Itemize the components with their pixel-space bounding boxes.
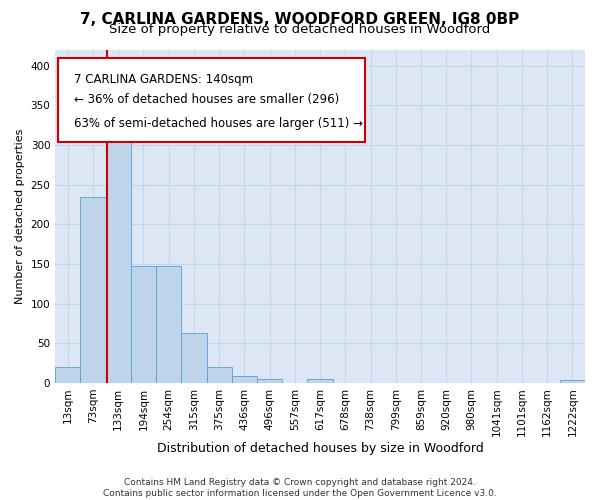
Bar — [106, 129, 131, 383]
Bar — [156, 266, 181, 383]
Text: Size of property relative to detached houses in Woodford: Size of property relative to detached ho… — [109, 22, 491, 36]
Bar — [560, 380, 585, 383]
Text: 7 CARLINA GARDENS: 140sqm: 7 CARLINA GARDENS: 140sqm — [74, 74, 253, 86]
Bar — [131, 266, 156, 383]
X-axis label: Distribution of detached houses by size in Woodford: Distribution of detached houses by size … — [157, 442, 484, 455]
FancyBboxPatch shape — [58, 58, 365, 142]
Y-axis label: Number of detached properties: Number of detached properties — [15, 128, 25, 304]
Text: ← 36% of detached houses are smaller (296): ← 36% of detached houses are smaller (29… — [74, 94, 339, 106]
Text: Contains HM Land Registry data © Crown copyright and database right 2024.
Contai: Contains HM Land Registry data © Crown c… — [103, 478, 497, 498]
Text: 7, CARLINA GARDENS, WOODFORD GREEN, IG8 0BP: 7, CARLINA GARDENS, WOODFORD GREEN, IG8 … — [80, 12, 520, 28]
Bar — [55, 367, 80, 383]
Bar — [232, 376, 257, 383]
Bar — [80, 198, 106, 383]
Bar — [257, 379, 282, 383]
Bar — [307, 379, 332, 383]
Text: 63% of semi-detached houses are larger (511) →: 63% of semi-detached houses are larger (… — [74, 116, 363, 130]
Bar — [206, 367, 232, 383]
Bar — [181, 333, 206, 383]
